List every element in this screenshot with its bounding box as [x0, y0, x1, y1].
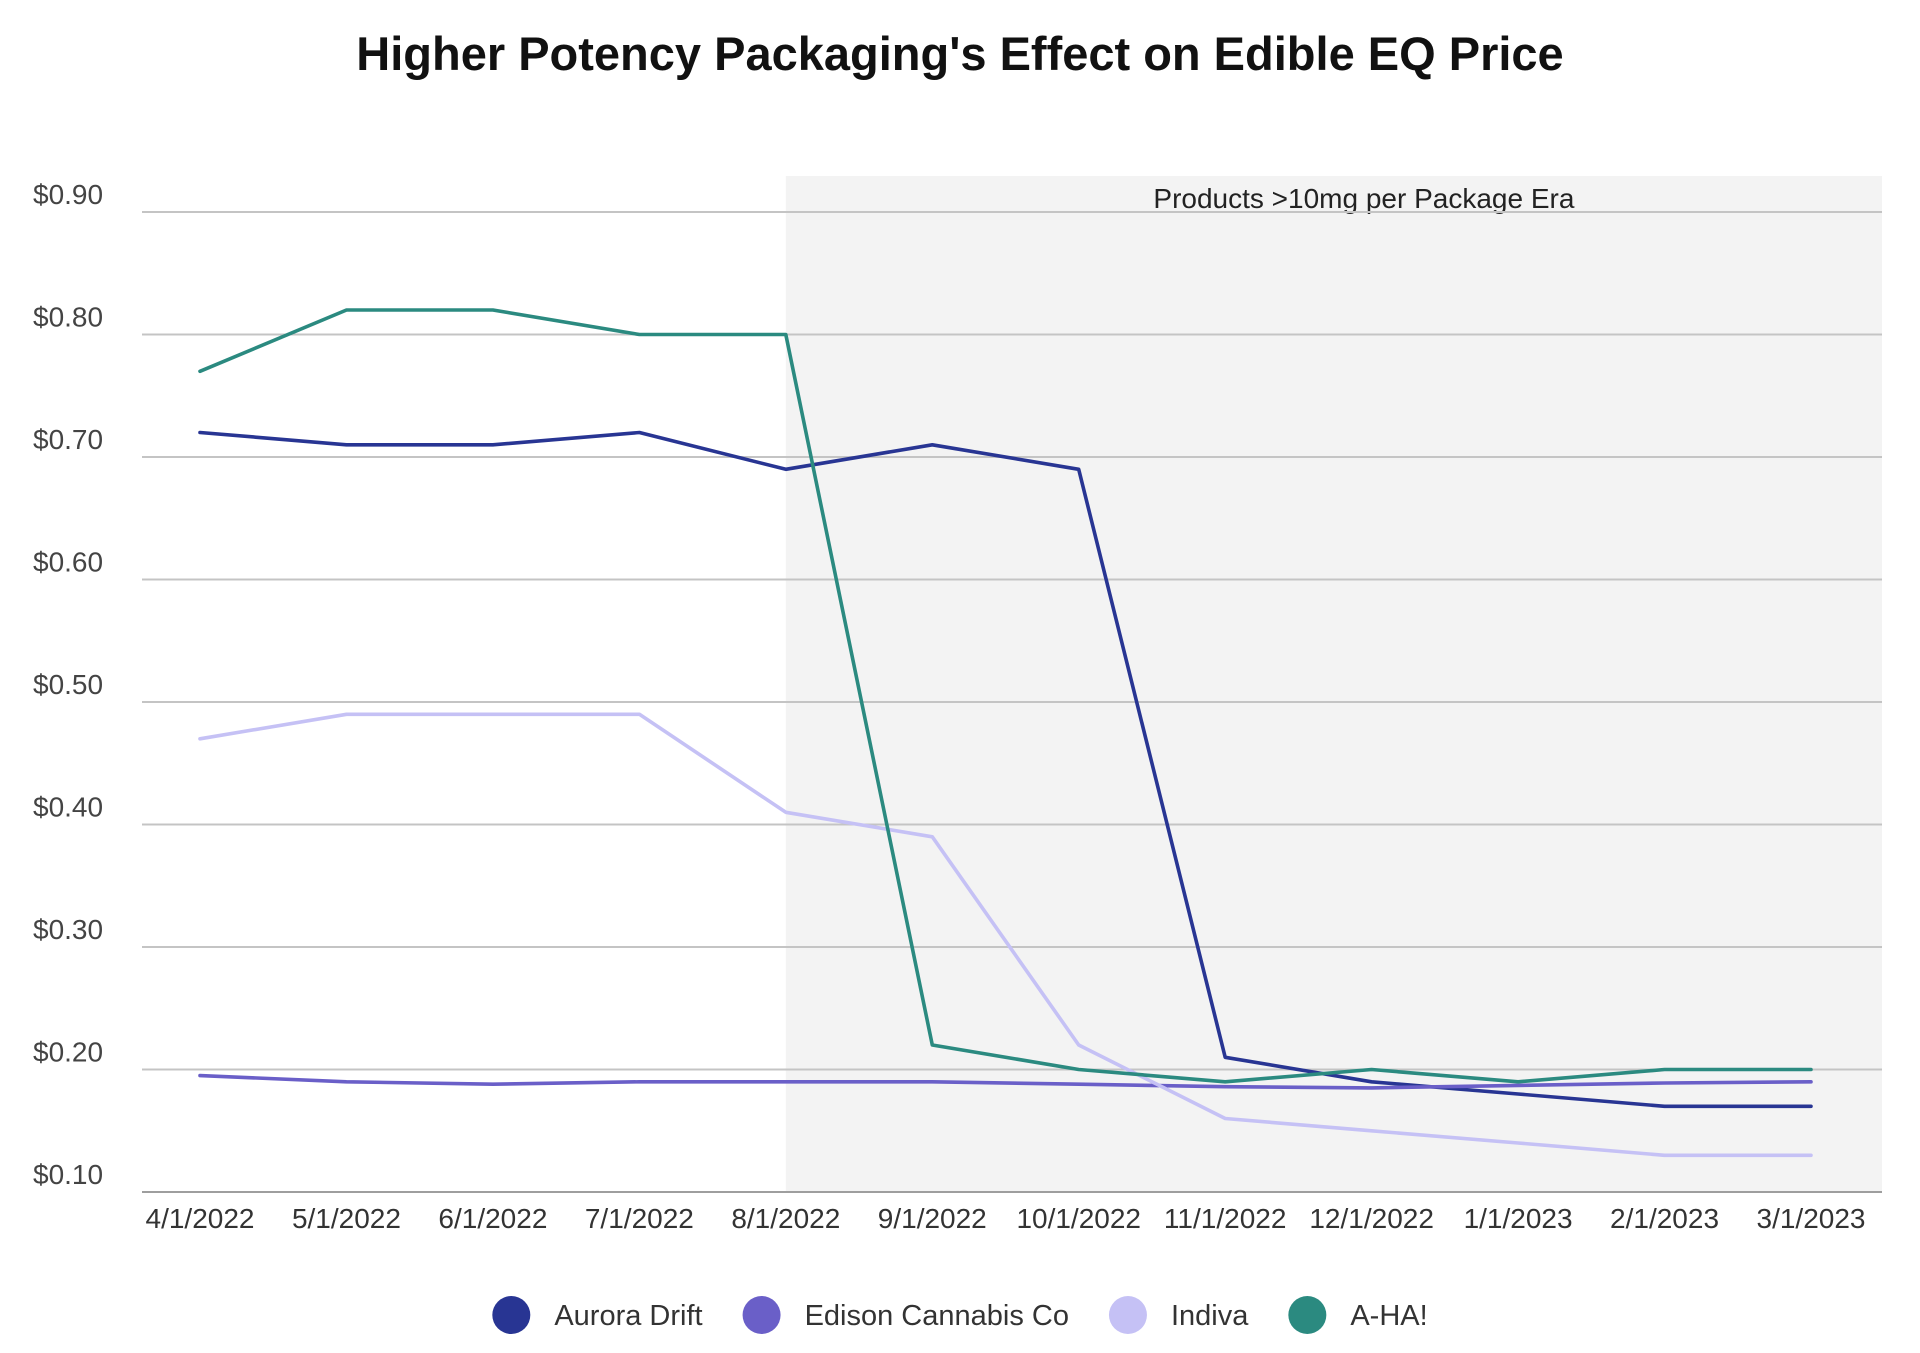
legend-marker-aurora-drift [492, 1296, 531, 1334]
x-tick-label: 9/1/2022 [878, 1203, 987, 1234]
y-axis-ticks: $0.90 $0.80 $0.70 $0.60 $0.50 $0.40 $0.30 $0.20… [33, 179, 103, 1190]
x-tick-label: 12/1/2022 [1309, 1203, 1434, 1234]
x-tick-label: 5/1/2022 [292, 1203, 401, 1234]
y-tick-label: $0.90 [33, 179, 103, 210]
legend-marker-indiva [1108, 1296, 1147, 1334]
gridlines [142, 211, 1882, 1193]
y-tick-label: $0.50 [33, 669, 103, 700]
legend-label-indiva: Indiva [1171, 1300, 1249, 1332]
x-tick-label: 8/1/2022 [731, 1203, 840, 1234]
era-annotation-label: Products >10mg per Package Era [1153, 183, 1574, 214]
series-line-edison-cannabis-co [198, 1073, 1813, 1090]
x-axis-ticks: 4/1/2022 5/1/2022 6/1/2022 7/1/2022 8/1/2022… [146, 1203, 1866, 1234]
series-line-a-ha [198, 308, 1813, 1084]
series-line-indiva [198, 712, 1813, 1158]
x-tick-label: 11/1/2022 [1164, 1203, 1287, 1234]
y-tick-label: $0.60 [33, 547, 103, 578]
y-tick-label: $0.80 [33, 302, 103, 333]
legend-label-aurora-drift: Aurora Drift [554, 1300, 702, 1332]
x-tick-label: 7/1/2022 [585, 1203, 694, 1234]
y-tick-label: $0.20 [33, 1037, 103, 1068]
series-lines [198, 308, 1813, 1158]
legend-marker-edison-cannabis-co [742, 1296, 781, 1334]
x-tick-label: 1/1/2023 [1464, 1203, 1573, 1234]
legend: Aurora Drift Edison Cannabis Co Indiva A-HA… [492, 1296, 1428, 1334]
chart-title: Higher Potency Packaging's Effect on Edi… [356, 27, 1563, 80]
x-tick-label: 3/1/2023 [1757, 1203, 1866, 1234]
x-tick-label: 6/1/2022 [438, 1203, 547, 1234]
shaded-era-region [785, 176, 1883, 1192]
y-tick-label: $0.30 [33, 914, 103, 945]
y-tick-label: $0.40 [33, 792, 103, 823]
y-tick-label: $0.10 [33, 1159, 103, 1190]
x-tick-label: 4/1/2022 [146, 1203, 255, 1234]
legend-marker-a-ha [1288, 1296, 1327, 1334]
x-tick-label: 2/1/2023 [1610, 1203, 1719, 1234]
legend-label-a-ha: A-HA! [1350, 1300, 1427, 1332]
series-line-aurora-drift [198, 430, 1813, 1109]
legend-label-edison-cannabis-co: Edison Cannabis Co [805, 1300, 1069, 1332]
shaded-region-group: Products >10mg per Package Era [785, 176, 1883, 1192]
y-tick-label: $0.70 [33, 424, 103, 455]
x-tick-label: 10/1/2022 [1016, 1203, 1141, 1234]
